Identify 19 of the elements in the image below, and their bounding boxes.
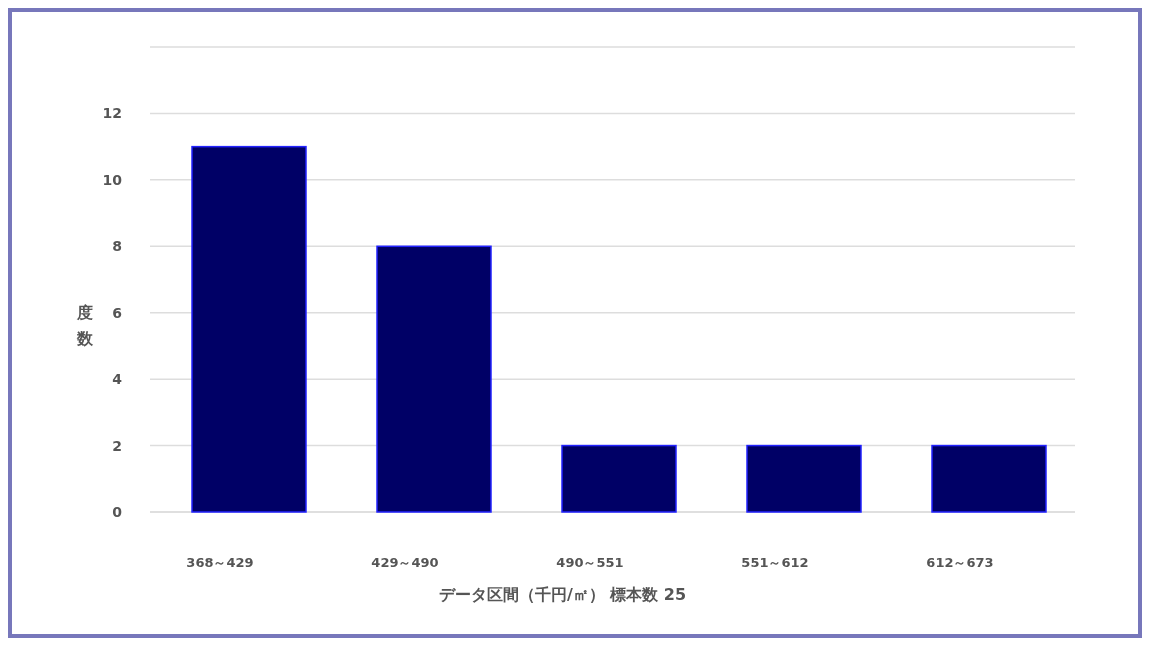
x-tick-label: 368～429 bbox=[186, 555, 254, 570]
y-tick-label: 10 bbox=[102, 171, 123, 188]
bar bbox=[191, 145, 307, 513]
y-tick-label: 6 bbox=[112, 304, 122, 321]
y-tick-label: 0 bbox=[112, 504, 123, 520]
x-tick-label: 612～673 bbox=[926, 555, 994, 570]
bar bbox=[931, 444, 1047, 513]
y-tick-label: 4 bbox=[112, 371, 123, 388]
x-tick-label: 429～490 bbox=[371, 555, 439, 570]
x-tick-label: 490～551 bbox=[556, 555, 624, 570]
y-axis-title: 度数 bbox=[76, 303, 94, 348]
y-tick-label: 8 bbox=[112, 238, 122, 255]
x-axis-title: データ区間（千円/㎡） 標本数 25 bbox=[438, 585, 687, 604]
bar bbox=[746, 444, 862, 513]
bar bbox=[561, 444, 677, 513]
y-tick-label: 12 bbox=[102, 105, 122, 122]
bar bbox=[376, 245, 492, 513]
y-tick-label: 2 bbox=[112, 437, 122, 454]
x-tick-label: 551～612 bbox=[741, 555, 809, 570]
